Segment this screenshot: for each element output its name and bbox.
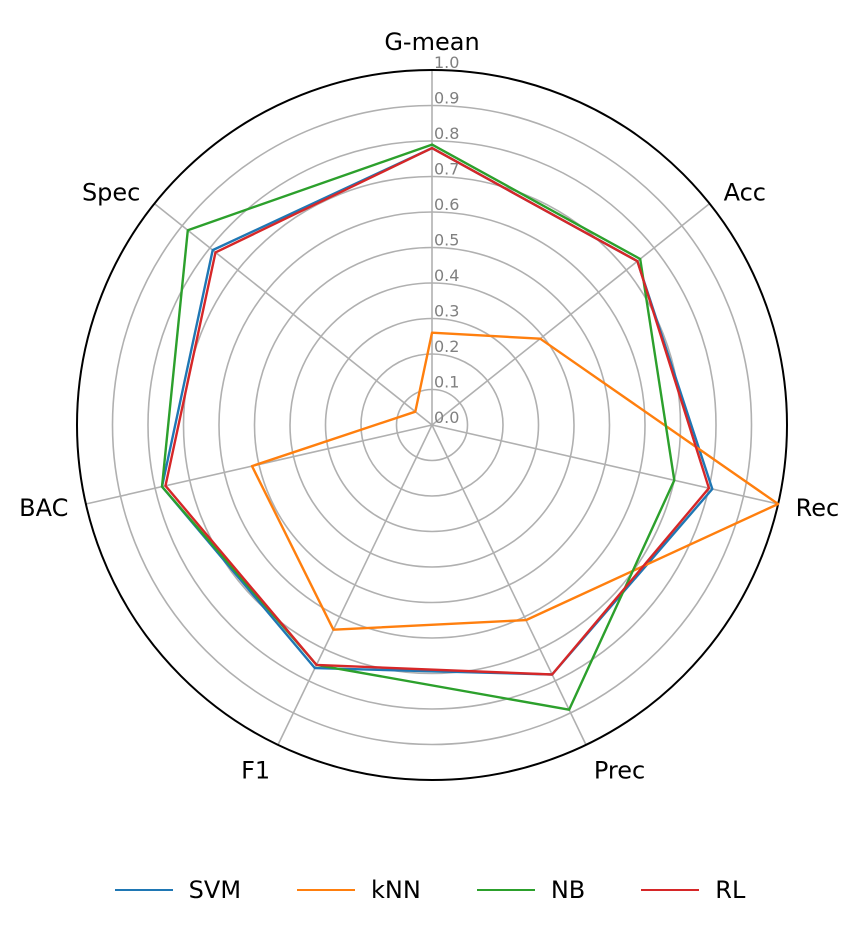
- legend-swatch: [114, 889, 173, 891]
- series-line-rl: [164, 146, 711, 676]
- legend-item-knn: kNN: [297, 876, 421, 904]
- legend-item-nb: NB: [476, 876, 586, 904]
- axis-label-bac: BAC: [19, 494, 68, 522]
- spoke-spec: [153, 203, 433, 426]
- axis-label-spec: Spec: [82, 178, 140, 206]
- axis-label-g-mean: G-mean: [384, 28, 479, 56]
- r-tick-label: 0.0: [434, 408, 459, 427]
- radar-chart: 0.0 0.1 0.2 0.3 0.4 0.5 0.6 0.7 0.8 0.9 1.0G-mean A…: [19, 28, 839, 785]
- series-line-nb: [160, 143, 676, 711]
- legend-label: NB: [550, 876, 586, 904]
- spoke-rec: [431, 424, 779, 505]
- axis-label-f1: F1: [241, 757, 270, 785]
- outer-frame: [76, 69, 788, 781]
- r-tick-label: 0.7: [434, 160, 459, 179]
- legend-item-rl: RL: [641, 876, 745, 904]
- r-tick-label: 0.4: [434, 266, 459, 285]
- legend-label: RL: [715, 876, 746, 904]
- r-tick-label: 0.3: [434, 302, 459, 321]
- axis-label-prec: Prec: [594, 757, 645, 785]
- r-tick-label: 1.0: [434, 53, 459, 72]
- spoke-prec: [431, 424, 587, 746]
- radar-grid: [76, 69, 788, 781]
- axis-label-rec: Rec: [796, 494, 840, 522]
- r-tick-label: 0.5: [434, 231, 459, 250]
- radar-series: [160, 143, 780, 711]
- axis-label-acc: Acc: [724, 178, 766, 206]
- r-tick-label: 0.2: [434, 337, 459, 356]
- legend-swatch: [641, 889, 700, 891]
- r-tick-label: 0.8: [434, 124, 459, 143]
- series-line-knn: [250, 331, 780, 631]
- spoke-f1: [277, 424, 433, 746]
- legend-item-svm: SVM: [114, 876, 242, 904]
- legend-label: kNN: [371, 876, 421, 904]
- legend-swatch: [476, 889, 535, 891]
- legend-label: SVM: [188, 876, 242, 904]
- spoke-acc: [431, 203, 711, 426]
- chart-legend: SVM kNN NB RL: [0, 868, 860, 912]
- r-tick-label: 0.9: [434, 89, 459, 108]
- radar-labels: 0.0 0.1 0.2 0.3 0.4 0.5 0.6 0.7 0.8 0.9 1.0G-mean A…: [19, 28, 839, 785]
- r-tick-label: 0.6: [434, 195, 459, 214]
- r-tick-label: 0.1: [434, 373, 459, 392]
- legend-swatch: [297, 889, 356, 891]
